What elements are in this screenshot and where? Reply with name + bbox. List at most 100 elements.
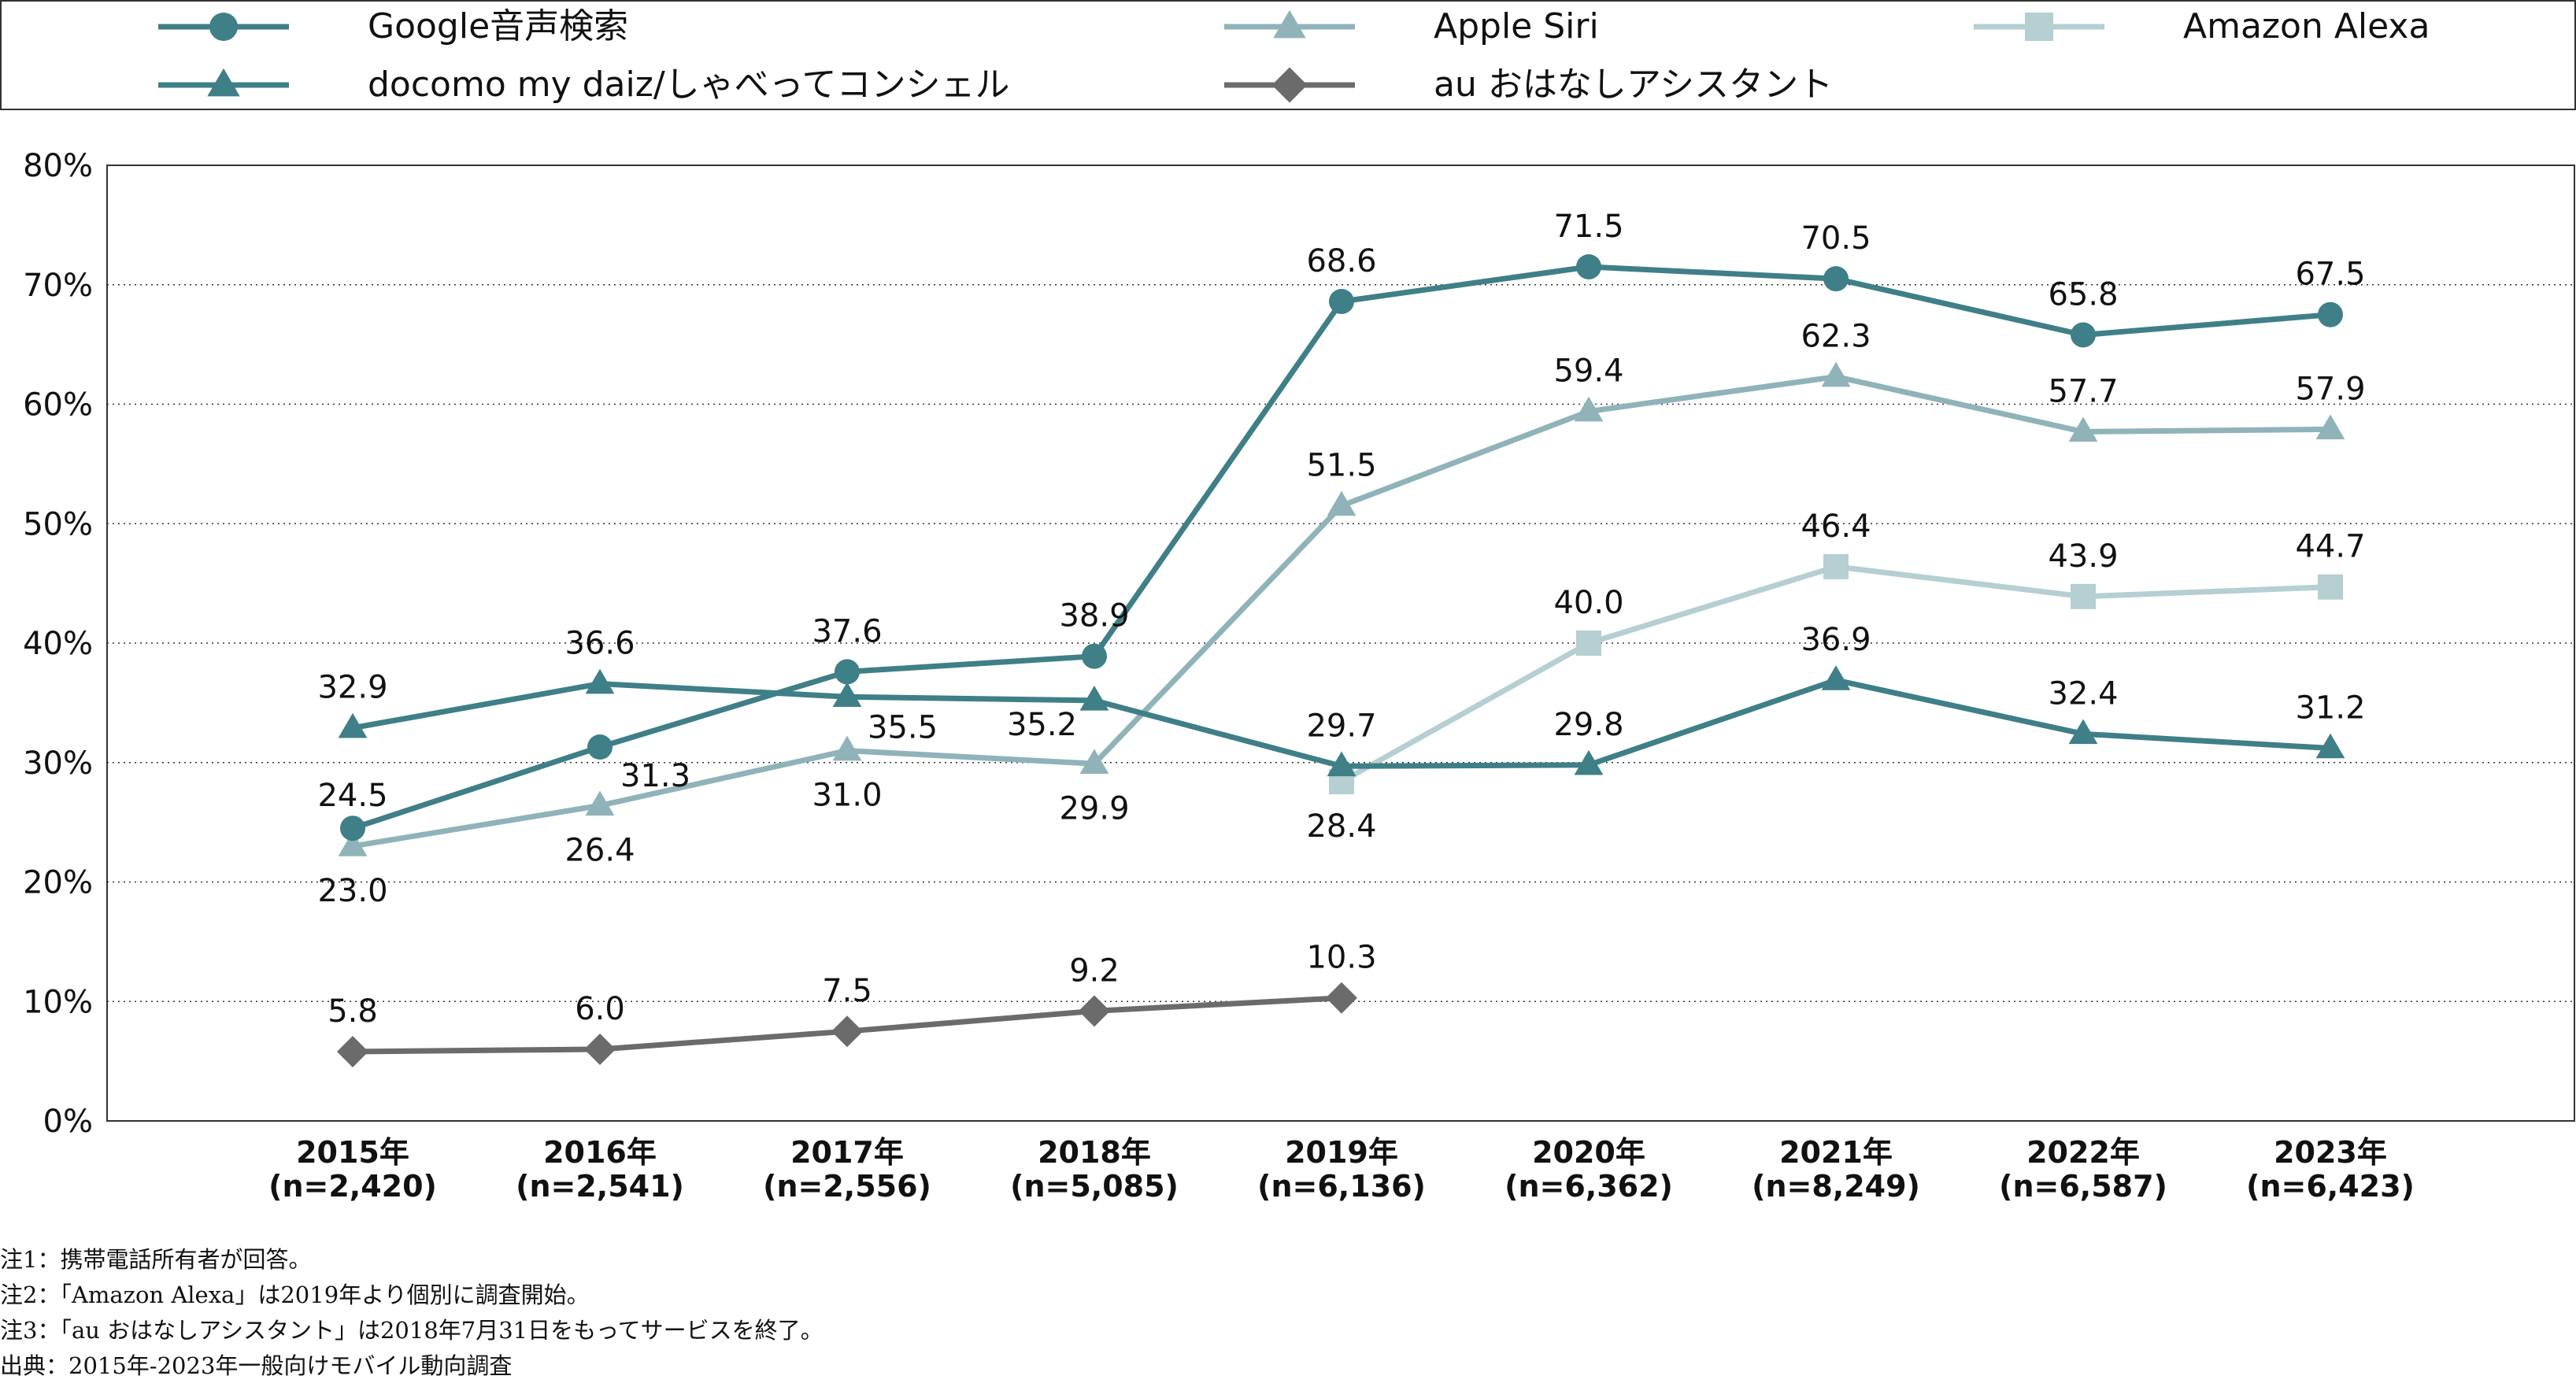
legend-marker xyxy=(1273,9,1306,39)
data-point xyxy=(1574,749,1604,775)
data-label: 32.9 xyxy=(317,670,387,706)
data-point xyxy=(1327,751,1356,777)
data-label: 6.0 xyxy=(575,991,625,1027)
legend-marker xyxy=(1271,67,1308,103)
data-label: 59.4 xyxy=(1553,353,1623,390)
data-point xyxy=(585,790,615,816)
x-tick-year: 2022年 xyxy=(2026,1135,2140,1170)
data-label: 32.4 xyxy=(2048,675,2118,712)
data-label: 37.6 xyxy=(812,613,882,649)
data-label: 35.5 xyxy=(868,709,938,745)
data-point xyxy=(1326,982,1357,1014)
x-tick-year: 2021年 xyxy=(1779,1135,1893,1170)
footnote-3: 注3：「au おはなしアシスタント」は2018年7月31日をもってサービスを終了… xyxy=(0,1317,824,1344)
legend-marker xyxy=(2025,13,2053,41)
x-tick-n: (n=6,587) xyxy=(1999,1169,2167,1204)
x-tick-year: 2018年 xyxy=(1038,1135,1151,1170)
x-tick-n: (n=5,085) xyxy=(1010,1169,1179,1204)
data-point xyxy=(585,668,615,694)
data-point xyxy=(1576,631,1601,656)
x-tick-year: 2020年 xyxy=(1532,1135,1645,1170)
data-point xyxy=(2315,414,2345,440)
x-tick-n: (n=2,541) xyxy=(516,1169,684,1204)
footnote-1: 注1：携帯電話所有者が回答。 xyxy=(0,1246,312,1273)
data-point xyxy=(1079,749,1109,775)
data-point xyxy=(1082,643,1107,669)
data-point xyxy=(1329,288,1354,314)
data-label: 24.5 xyxy=(317,778,387,814)
data-point xyxy=(338,712,368,738)
legend-label: docomo my daiz/しゃべってコンシェル xyxy=(368,65,1009,105)
y-tick-label: 40% xyxy=(23,626,93,662)
legend-label: Google音声検索 xyxy=(368,6,628,46)
data-label: 31.0 xyxy=(812,778,882,814)
y-tick-label: 70% xyxy=(23,268,93,304)
data-point xyxy=(2318,301,2343,327)
legend-label: au おはなしアシスタント xyxy=(1434,65,1833,105)
data-label: 35.2 xyxy=(1007,707,1077,743)
data-point xyxy=(1823,553,1849,579)
data-label: 57.9 xyxy=(2295,371,2365,407)
data-label: 10.3 xyxy=(1306,940,1376,976)
data-point xyxy=(2068,719,2098,745)
data-label: 7.5 xyxy=(822,973,872,1009)
data-point xyxy=(832,682,862,708)
data-label: 36.6 xyxy=(564,626,635,662)
y-tick-label: 60% xyxy=(23,387,93,423)
legend-marker xyxy=(209,13,238,41)
data-labels: 24.5 31.3 37.6 38.9 68.6 71.5 70.5 65.8 67.5 23.0… xyxy=(317,209,2365,1030)
series-group xyxy=(337,253,2345,1067)
x-tick-n: (n=2,556) xyxy=(763,1169,931,1204)
data-point xyxy=(1821,665,1851,690)
plot-area-frame xyxy=(106,165,2575,1122)
data-label: 65.8 xyxy=(2048,276,2118,313)
y-axis: 0% 10% 20% 30% 40% 50% 60% 70% 80% xyxy=(23,148,93,1140)
data-point xyxy=(831,1015,863,1048)
x-tick-year: 2019年 xyxy=(1285,1135,1398,1170)
data-label: 28.4 xyxy=(1306,808,1376,845)
data-label: 62.3 xyxy=(1801,319,1871,355)
y-tick-label: 50% xyxy=(23,506,93,542)
x-tick-year: 2023年 xyxy=(2274,1135,2387,1170)
data-point xyxy=(832,735,862,761)
data-label: 71.5 xyxy=(1553,209,1623,245)
legend-label: Apple Siri xyxy=(1434,6,1599,46)
data-point xyxy=(587,734,613,760)
x-tick-n: (n=6,362) xyxy=(1505,1169,1673,1204)
data-label: 31.2 xyxy=(2295,690,2365,727)
data-point xyxy=(835,659,860,685)
data-label: 36.9 xyxy=(1801,622,1871,658)
data-label: 70.5 xyxy=(1801,220,1871,257)
data-label: 5.8 xyxy=(328,993,378,1030)
data-point xyxy=(2071,583,2096,609)
data-point xyxy=(1821,361,1851,387)
footnotes: 注1：携帯電話所有者が回答。 注2：「Amazon Alexa」は2019年より… xyxy=(0,1242,2519,1384)
source-note: 出典：2015年-2023年一般向けモバイル動向調査 xyxy=(0,1352,513,1379)
data-point xyxy=(1079,685,1109,711)
data-label: 9.2 xyxy=(1069,952,1120,989)
data-point xyxy=(1327,490,1356,516)
data-label: 23.0 xyxy=(317,873,387,909)
data-label: 40.0 xyxy=(1553,585,1623,621)
legend-label: Amazon Alexa xyxy=(2183,6,2430,46)
data-label: 68.6 xyxy=(1306,243,1376,279)
data-point xyxy=(2068,416,2098,442)
y-tick-label: 80% xyxy=(23,148,93,184)
data-label: 38.9 xyxy=(1059,598,1129,634)
footnote-2: 注2：「Amazon Alexa」は2019年より個別に調査開始。 xyxy=(0,1282,590,1308)
data-point xyxy=(2318,574,2343,600)
data-point xyxy=(2315,733,2345,759)
legend: Google音声検索 Apple Siri Amazon Alexa docomo m… xyxy=(158,6,2430,105)
data-point xyxy=(1823,266,1849,292)
data-label: 57.7 xyxy=(2048,373,2118,409)
gridlines xyxy=(107,284,2574,1002)
x-tick-n: (n=6,136) xyxy=(1257,1169,1426,1204)
data-label: 43.9 xyxy=(2048,538,2118,575)
y-tick-label: 10% xyxy=(23,984,93,1020)
x-axis: 2015年(n=2,420) 2016年(n=2,541) 2017年(n=2,55… xyxy=(268,1135,2415,1204)
data-point xyxy=(1079,995,1110,1027)
data-point xyxy=(1574,396,1604,422)
data-point xyxy=(584,1033,616,1065)
y-tick-label: 0% xyxy=(43,1104,93,1140)
